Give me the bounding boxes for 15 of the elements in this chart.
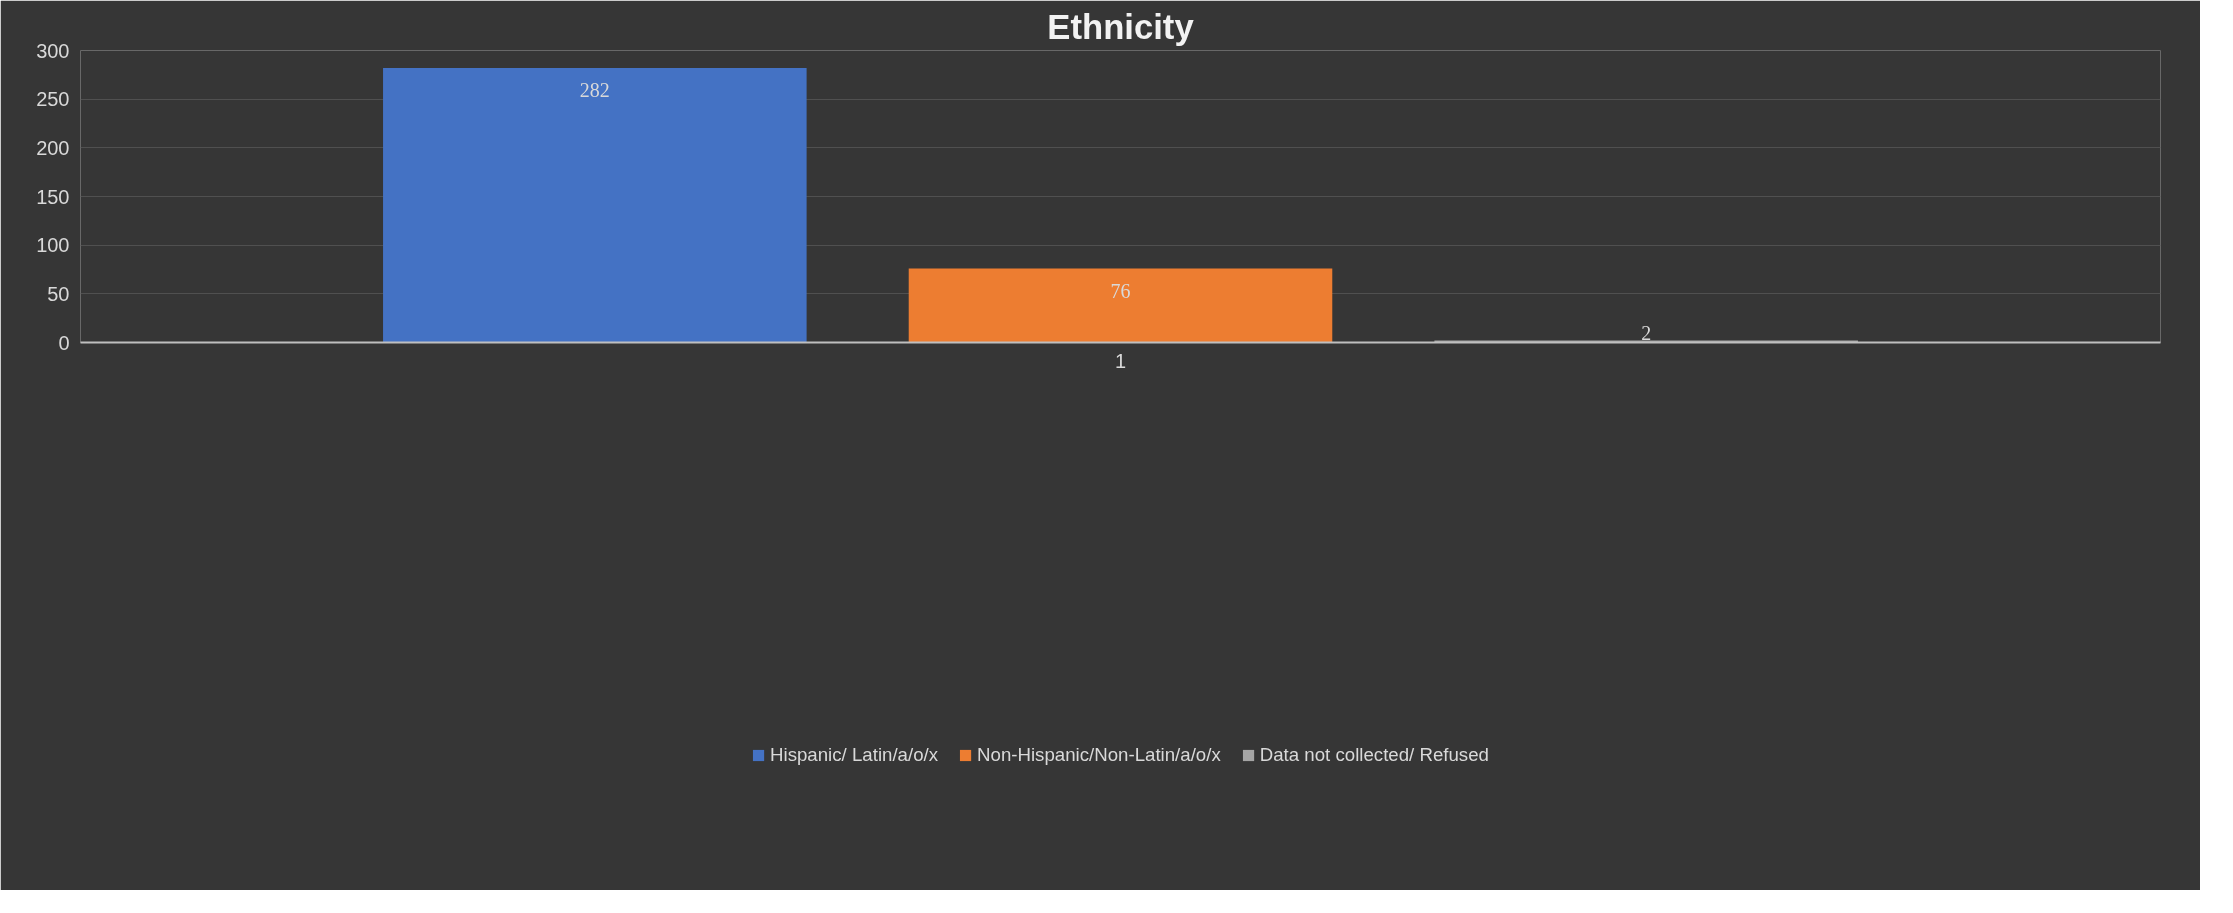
legend-label: Non-Hispanic/Non-Latin/a/o/x [977, 743, 1221, 766]
y-tick-label: 150 [36, 185, 70, 208]
data-label: 282 [579, 79, 610, 102]
y-tick-label: 300 [36, 39, 70, 62]
chart-title: Ethnicity [1047, 7, 1195, 46]
y-tick-label: 0 [58, 331, 70, 354]
y-tick-label: 250 [36, 88, 70, 111]
y-tick-label: 50 [47, 282, 70, 305]
y-tick-label: 200 [36, 136, 70, 159]
legend-label: Hispanic/ Latin/a/o/x [770, 743, 939, 766]
x-tick-label: 1 [1114, 349, 1127, 372]
data-label: 2 [1641, 321, 1652, 344]
legend-label: Data not collected/ Refused [1259, 743, 1489, 766]
data-label: 76 [1110, 279, 1131, 302]
y-tick-label: 100 [36, 234, 70, 257]
